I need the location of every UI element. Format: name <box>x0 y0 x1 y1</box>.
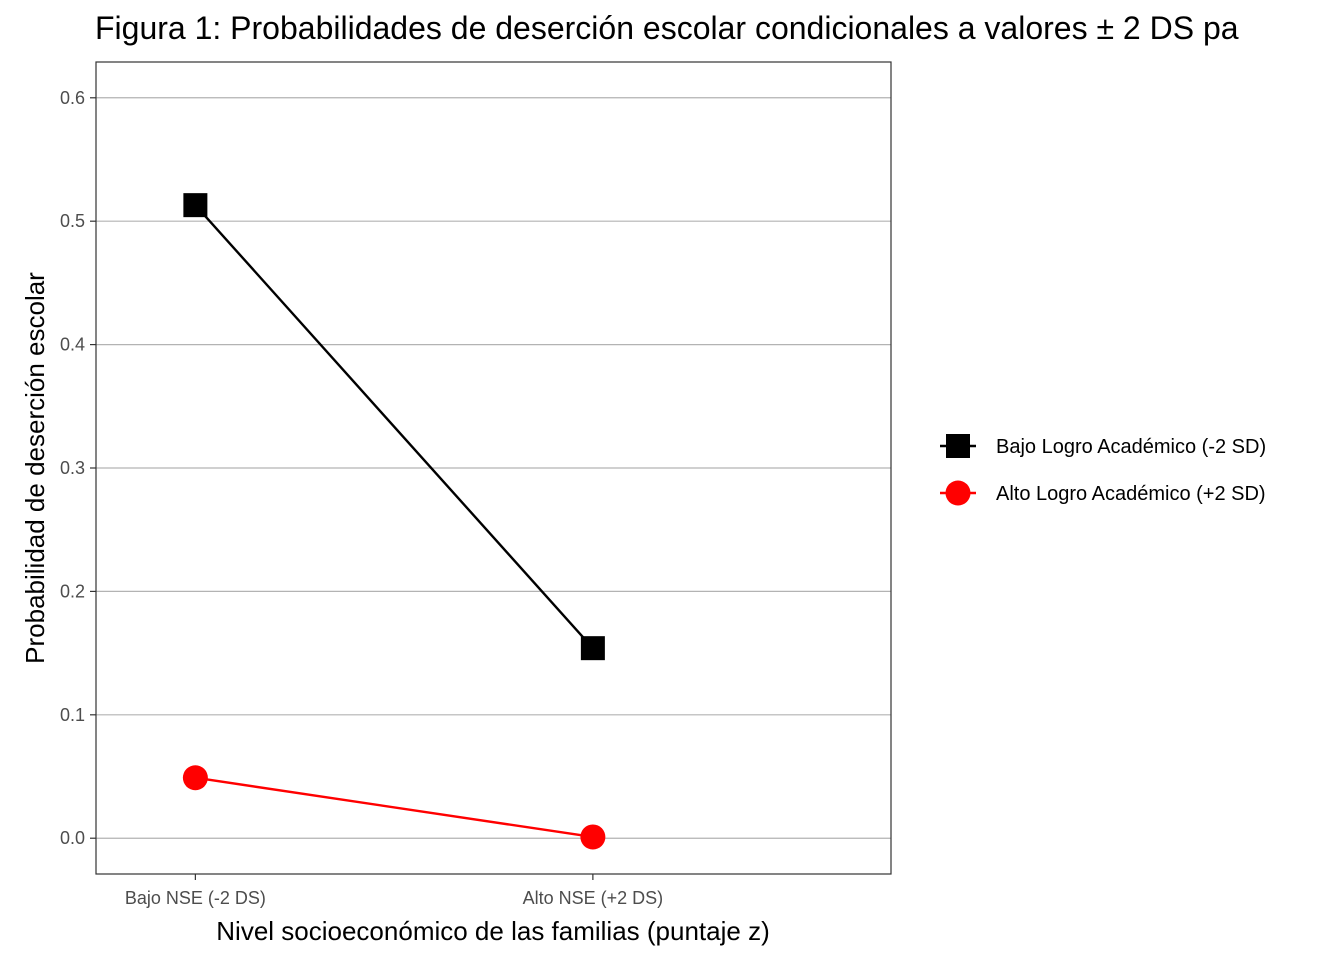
y-tick-label: 0.0 <box>60 828 85 848</box>
y-tick-label: 0.2 <box>60 581 85 601</box>
y-axis-label: Probabilidad de deserción escolar <box>20 272 50 664</box>
x-tick-label: Bajo NSE (-2 DS) <box>125 888 266 908</box>
series-1 <box>183 193 605 661</box>
legend-item: Alto Logro Académico (+2 SD) <box>940 480 1266 506</box>
x-axis: Bajo NSE (-2 DS) Alto NSE (+2 DS) <box>125 874 663 908</box>
series-line <box>194 204 594 649</box>
y-tick-label: 0.1 <box>60 705 85 725</box>
legend-key-square <box>946 434 970 458</box>
data-point-square <box>183 193 208 218</box>
data-point-square <box>580 636 605 661</box>
series-layer <box>182 193 606 850</box>
data-point-circle <box>182 765 208 791</box>
legend-label: Alto Logro Académico (+2 SD) <box>996 483 1266 505</box>
y-tick-label: 0.3 <box>60 458 85 478</box>
y-axis: 0.0 0.1 0.2 0.3 0.4 0.5 0.6 <box>60 88 96 848</box>
series-line <box>195 776 594 839</box>
legend-item: Bajo Logro Académico (-2 SD) <box>940 434 1266 458</box>
y-tick-label: 0.6 <box>60 88 85 108</box>
y-tick-label: 0.4 <box>60 335 85 355</box>
series-2 <box>182 765 606 850</box>
legend-key-circle <box>945 480 971 506</box>
gridlines <box>96 97 891 839</box>
data-point-circle <box>580 824 606 850</box>
y-tick-label: 0.5 <box>60 211 85 231</box>
x-axis-label: Nivel socioeconómico de las familias (pu… <box>216 916 769 946</box>
chart-title: Figura 1: Probabilidades de deserción es… <box>95 10 1239 46</box>
legend: Bajo Logro Académico (-2 SD) Alto Logro A… <box>940 434 1266 506</box>
x-tick-label: Alto NSE (+2 DS) <box>523 888 664 908</box>
legend-label: Bajo Logro Académico (-2 SD) <box>996 436 1266 458</box>
